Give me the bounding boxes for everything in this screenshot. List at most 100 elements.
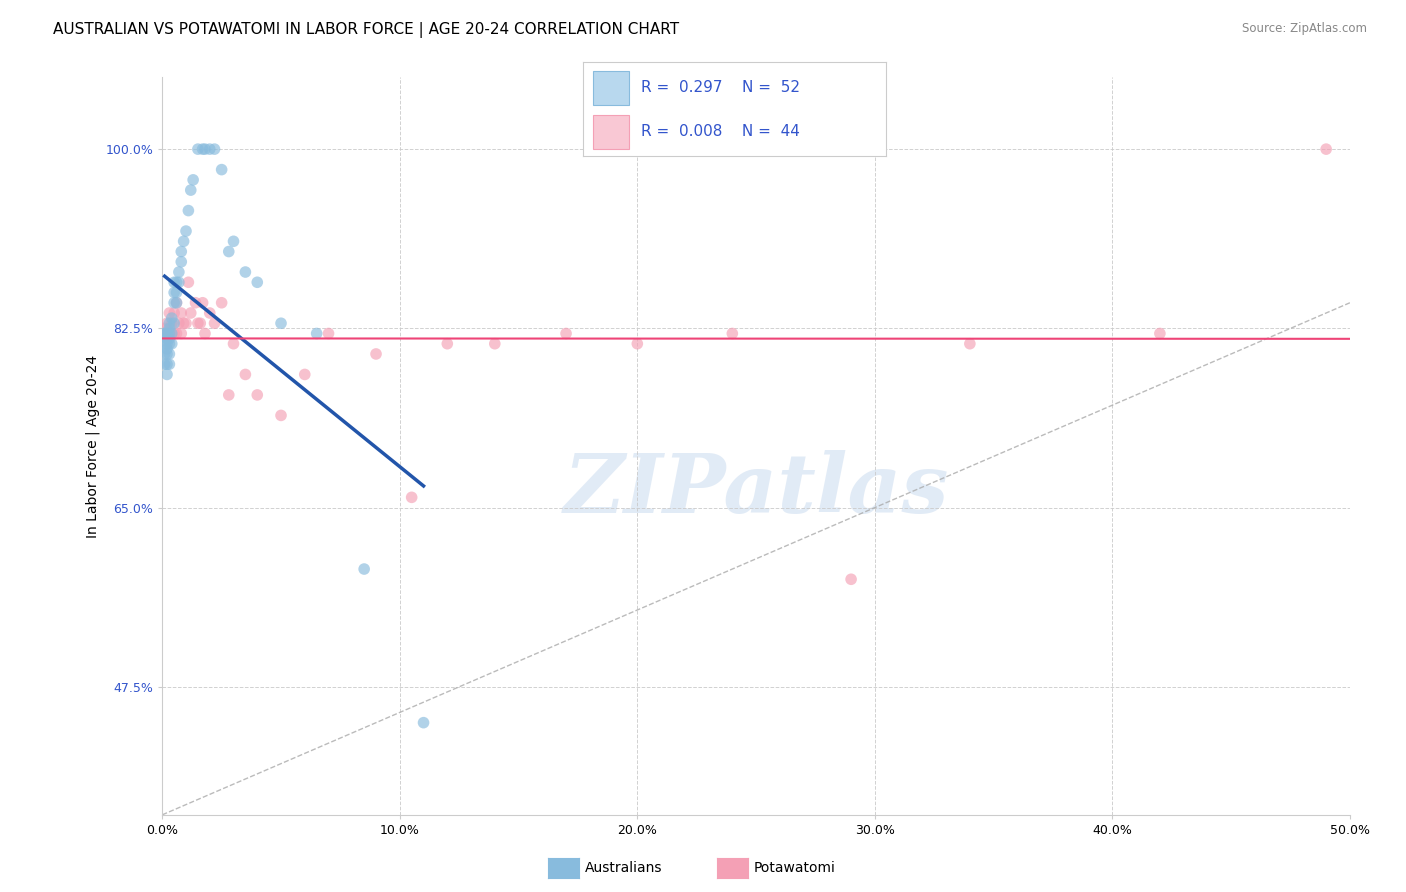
Point	[157, 326, 180, 341]
Point	[246, 275, 269, 289]
Point	[555, 326, 578, 341]
Point	[222, 235, 245, 249]
Point	[157, 336, 180, 351]
Point	[204, 316, 226, 330]
Point	[160, 316, 183, 330]
Point	[157, 347, 180, 361]
Point	[163, 275, 186, 289]
Point	[270, 316, 292, 330]
Text: Potawatomi: Potawatomi	[754, 861, 835, 875]
Point	[194, 142, 217, 156]
Point	[218, 244, 240, 259]
Point	[160, 336, 183, 351]
Point	[166, 285, 188, 300]
Point	[626, 336, 648, 351]
Point	[153, 357, 176, 371]
Point	[163, 285, 186, 300]
Text: R =  0.008    N =  44: R = 0.008 N = 44	[641, 124, 800, 139]
Point	[180, 183, 202, 197]
Point	[270, 409, 292, 423]
Point	[156, 316, 179, 330]
Point	[177, 275, 200, 289]
Point	[153, 326, 176, 341]
Point	[153, 336, 176, 351]
Text: AUSTRALIAN VS POTAWATOMI IN LABOR FORCE | AGE 20-24 CORRELATION CHART: AUSTRALIAN VS POTAWATOMI IN LABOR FORCE …	[53, 22, 679, 38]
Point	[153, 321, 176, 335]
Point	[235, 265, 257, 279]
Point	[173, 316, 195, 330]
Point	[235, 368, 257, 382]
Text: Australians: Australians	[585, 861, 662, 875]
Point	[157, 306, 180, 320]
Y-axis label: In Labor Force | Age 20-24: In Labor Force | Age 20-24	[86, 355, 100, 538]
Point	[187, 316, 209, 330]
FancyBboxPatch shape	[592, 115, 628, 149]
Point	[191, 295, 214, 310]
Point	[211, 295, 233, 310]
Point	[353, 562, 375, 576]
Point	[170, 306, 193, 320]
Point	[157, 357, 180, 371]
Point	[959, 336, 981, 351]
Point	[222, 336, 245, 351]
Point	[156, 336, 179, 351]
Point	[174, 224, 197, 238]
Point	[218, 388, 240, 402]
Point	[211, 162, 233, 177]
Point	[166, 295, 188, 310]
Point	[294, 368, 316, 382]
Point	[156, 326, 179, 341]
Point	[188, 316, 211, 330]
Point	[166, 295, 188, 310]
Point	[157, 316, 180, 330]
Point	[167, 316, 190, 330]
Point	[194, 326, 217, 341]
Point	[163, 316, 186, 330]
Point	[198, 306, 221, 320]
Point	[157, 332, 180, 346]
Point	[246, 388, 269, 402]
Point	[156, 368, 179, 382]
Point	[204, 142, 226, 156]
Point	[166, 326, 188, 341]
Point	[156, 347, 179, 361]
Point	[170, 254, 193, 268]
Point	[436, 336, 458, 351]
Text: Source: ZipAtlas.com: Source: ZipAtlas.com	[1241, 22, 1367, 36]
Point	[167, 275, 190, 289]
Point	[184, 295, 207, 310]
Point	[191, 142, 214, 156]
Point	[153, 326, 176, 341]
Point	[163, 295, 186, 310]
Point	[401, 491, 423, 505]
Point	[721, 326, 744, 341]
Point	[177, 203, 200, 218]
Point	[160, 326, 183, 341]
Point	[160, 326, 183, 341]
Point	[198, 142, 221, 156]
Point	[163, 306, 186, 320]
Point	[173, 235, 195, 249]
Point	[364, 347, 387, 361]
Text: ZIPatlas: ZIPatlas	[564, 450, 949, 531]
Point	[153, 347, 176, 361]
Point	[412, 715, 434, 730]
Point	[156, 357, 179, 371]
FancyBboxPatch shape	[592, 70, 628, 104]
Point	[174, 316, 197, 330]
Point	[187, 142, 209, 156]
Point	[157, 326, 180, 341]
Point	[305, 326, 328, 341]
Text: R =  0.297    N =  52: R = 0.297 N = 52	[641, 80, 800, 95]
Point	[484, 336, 506, 351]
Point	[160, 311, 183, 326]
Point	[839, 572, 862, 586]
Point	[156, 332, 179, 346]
Point	[156, 342, 179, 356]
Point	[318, 326, 340, 341]
Point	[170, 244, 193, 259]
Point	[181, 173, 204, 187]
Point	[156, 326, 179, 341]
Point	[157, 321, 180, 335]
Point	[180, 306, 202, 320]
